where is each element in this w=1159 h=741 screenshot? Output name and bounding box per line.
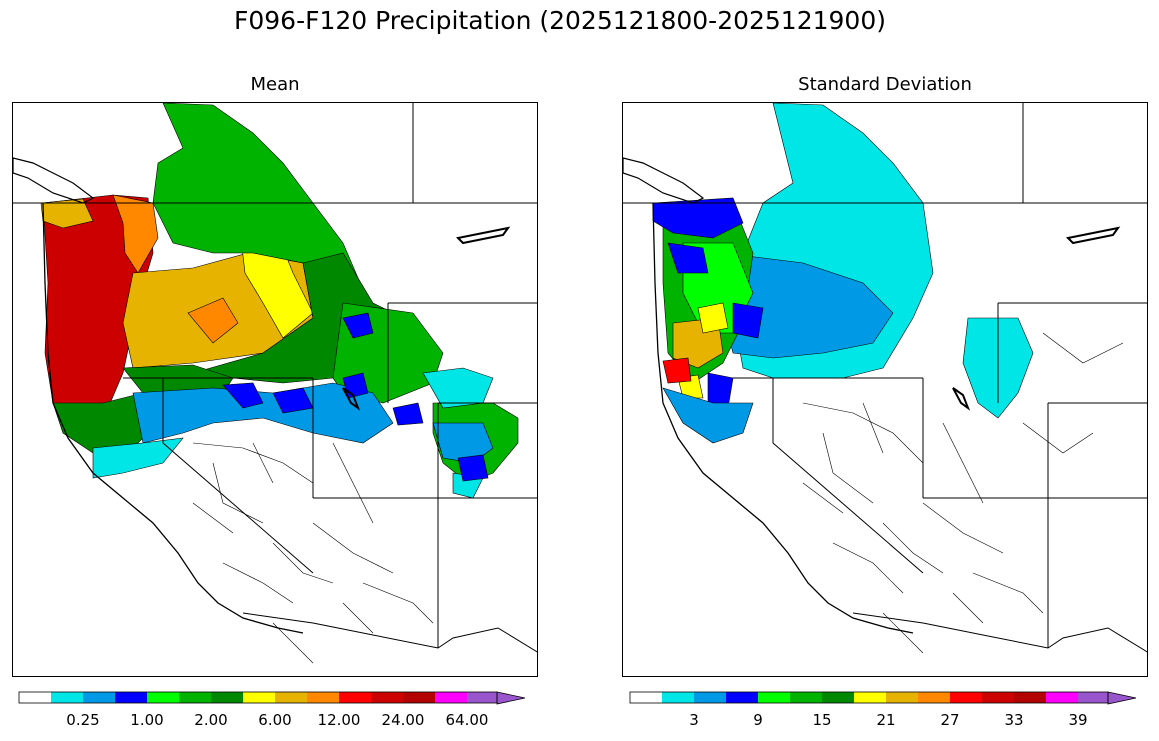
stddev-map — [622, 102, 1148, 677]
colorbar-segment — [339, 692, 371, 703]
colorbar-segment — [982, 692, 1014, 703]
colorbar-segment — [147, 692, 179, 703]
colorbar-segment — [694, 692, 726, 703]
yellow-spot — [677, 302, 729, 399]
colorbar-tick-label: 39 — [1068, 711, 1088, 729]
basin-outlines — [192, 442, 434, 664]
colorbar-segment — [1078, 692, 1108, 703]
red-spot — [662, 357, 692, 384]
colorbar-segment — [371, 692, 403, 703]
great-lake-shape — [455, 226, 511, 245]
colorbar-segment — [467, 692, 497, 703]
colorbar-segment — [83, 692, 115, 703]
colorbar-tick-label: 1.00 — [130, 711, 164, 729]
vancouver-island — [13, 157, 95, 204]
colorbar-segment — [758, 692, 790, 703]
colorbar-segment — [1014, 692, 1046, 703]
colorbar-segment — [19, 692, 51, 703]
nor-cal-cyan — [662, 387, 754, 444]
inland-orange — [187, 297, 239, 344]
colorbar-segment — [403, 692, 435, 703]
basin-outlines — [802, 332, 1124, 654]
colorbar-outline — [18, 691, 498, 704]
colorbar-segment — [726, 692, 758, 703]
colorbar-segment — [790, 692, 822, 703]
coastline — [652, 202, 914, 634]
colorbar-segment — [822, 692, 854, 703]
colorbar-tick-label: 33 — [1004, 711, 1024, 729]
coastline — [42, 202, 304, 634]
sw-colorado-blue — [457, 454, 489, 482]
olympic-region — [40, 198, 94, 229]
stddev-panel-title: Standard Deviation — [798, 74, 972, 95]
colorbar-segment — [662, 692, 694, 703]
great-salt-lake — [952, 387, 971, 411]
colorbar-segment — [275, 692, 307, 703]
colorbar-tick-label: 12.00 — [317, 711, 361, 729]
colorbar-segment — [307, 692, 339, 703]
colorbar-segment — [886, 692, 918, 703]
colorbar-tick-label: 0.25 — [66, 711, 100, 729]
great-lake-shape — [1065, 226, 1121, 245]
colorbar-outline — [629, 691, 1109, 704]
colorbar-tick-label: 21 — [876, 711, 896, 729]
colorbar-segment — [435, 692, 467, 703]
mean-map — [12, 102, 538, 677]
colorbar-extend-arrow — [496, 691, 526, 705]
colorbar-tick-label: 64.00 — [445, 711, 489, 729]
colorbar-segment — [243, 692, 275, 703]
mean-colorbar — [18, 690, 533, 709]
colorbar-segment — [1046, 692, 1078, 703]
colorbar-segment — [51, 692, 83, 703]
mean-panel-title: Mean — [250, 74, 300, 95]
vancouver-island — [623, 157, 705, 204]
colorbar-tick-label: 15 — [812, 711, 832, 729]
colorbar-segment — [854, 692, 886, 703]
colorbar-segment — [630, 692, 662, 703]
figure-title: F096-F120 Precipitation (2025121800-2025… — [233, 6, 886, 35]
colorbar-segment — [918, 692, 950, 703]
great-salt-lake — [342, 387, 361, 411]
colorbar-tick-label: 6.00 — [258, 711, 292, 729]
colorbar-tick-label: 2.00 — [194, 711, 228, 729]
colorbar-segment — [179, 692, 211, 703]
colorbar-tick-label: 24.00 — [381, 711, 425, 729]
stddev-colorbar — [629, 690, 1144, 709]
state-borders — [13, 103, 537, 653]
state-borders — [623, 103, 1147, 653]
colorbar-segment — [211, 692, 243, 703]
colorbar-segment — [950, 692, 982, 703]
colorbar-extend-arrow — [1107, 691, 1137, 705]
colorbar-tick-label: 3 — [689, 711, 699, 729]
colorbar-tick-label: 27 — [940, 711, 960, 729]
colorbar-tick-label: 9 — [753, 711, 763, 729]
colorbar-segment — [115, 692, 147, 703]
